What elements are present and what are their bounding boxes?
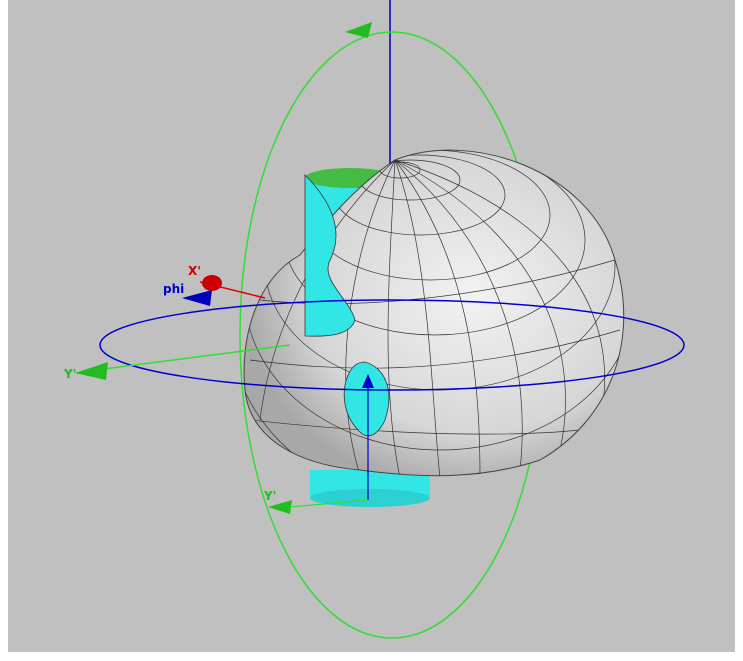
- y-axis: [79, 344, 291, 373]
- y-label-lower: Y': [263, 489, 276, 503]
- y-axis-lower: [289, 499, 369, 508]
- phi-label: phi: [163, 282, 184, 296]
- y-arrow: [75, 362, 108, 380]
- x-arrow: [202, 275, 222, 291]
- z-marker: [362, 374, 374, 388]
- y-label: Y': [63, 367, 76, 381]
- y-arrow-lower: [268, 500, 292, 514]
- cylinder-lower: [310, 470, 430, 507]
- theta-arrow: [345, 22, 372, 38]
- x-label: X': [188, 264, 201, 278]
- phi-arrow: [182, 290, 212, 306]
- phi-ring: [99, 299, 685, 391]
